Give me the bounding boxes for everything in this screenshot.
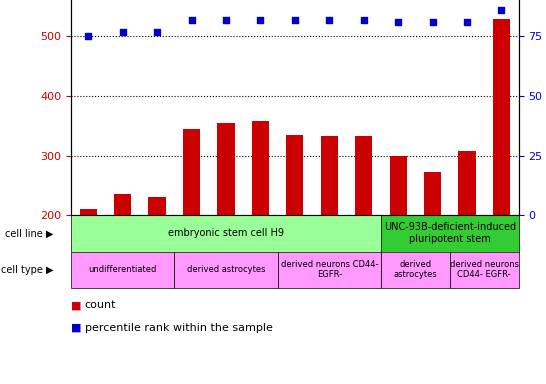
Bar	[183, 129, 200, 334]
Bar	[381, 252, 450, 288]
Point	[118, 29, 127, 35]
Bar	[80, 209, 97, 334]
Point	[187, 17, 196, 23]
Point	[222, 17, 230, 23]
Bar	[424, 172, 441, 334]
Point	[153, 29, 162, 35]
Bar	[389, 156, 407, 334]
Text: derived astrocytes: derived astrocytes	[187, 265, 265, 274]
Text: cell type ▶: cell type ▶	[1, 265, 54, 275]
Point	[84, 33, 93, 40]
Bar	[174, 252, 277, 288]
Bar	[493, 19, 510, 334]
Point	[290, 17, 299, 23]
Text: cell line ▶: cell line ▶	[5, 228, 54, 238]
Text: count: count	[85, 300, 116, 311]
Text: ■: ■	[71, 300, 81, 311]
Point	[462, 19, 471, 25]
Point	[497, 7, 506, 13]
Text: derived neurons
CD44- EGFR-: derived neurons CD44- EGFR-	[450, 260, 519, 280]
Point	[256, 17, 265, 23]
Text: percentile rank within the sample: percentile rank within the sample	[85, 323, 272, 333]
Bar	[286, 135, 304, 334]
Bar	[355, 136, 372, 334]
Text: ■: ■	[71, 323, 81, 333]
Bar	[381, 215, 519, 252]
Point	[428, 19, 437, 25]
Text: UNC-93B-deficient-induced
pluripotent stem: UNC-93B-deficient-induced pluripotent st…	[384, 222, 516, 244]
Bar	[277, 252, 381, 288]
Bar	[71, 215, 381, 252]
Bar	[459, 151, 476, 334]
Point	[394, 19, 402, 25]
Bar	[114, 194, 131, 334]
Bar	[71, 252, 174, 288]
Point	[359, 17, 368, 23]
Text: undifferentiated: undifferentiated	[88, 265, 157, 274]
Point	[325, 17, 334, 23]
Text: derived
astrocytes: derived astrocytes	[394, 260, 437, 280]
Text: derived neurons CD44-
EGFR-: derived neurons CD44- EGFR-	[281, 260, 378, 280]
Bar	[252, 121, 269, 334]
Bar	[149, 197, 165, 334]
Text: embryonic stem cell H9: embryonic stem cell H9	[168, 228, 284, 238]
Bar	[321, 136, 338, 334]
Bar	[450, 252, 519, 288]
Bar	[217, 123, 235, 334]
